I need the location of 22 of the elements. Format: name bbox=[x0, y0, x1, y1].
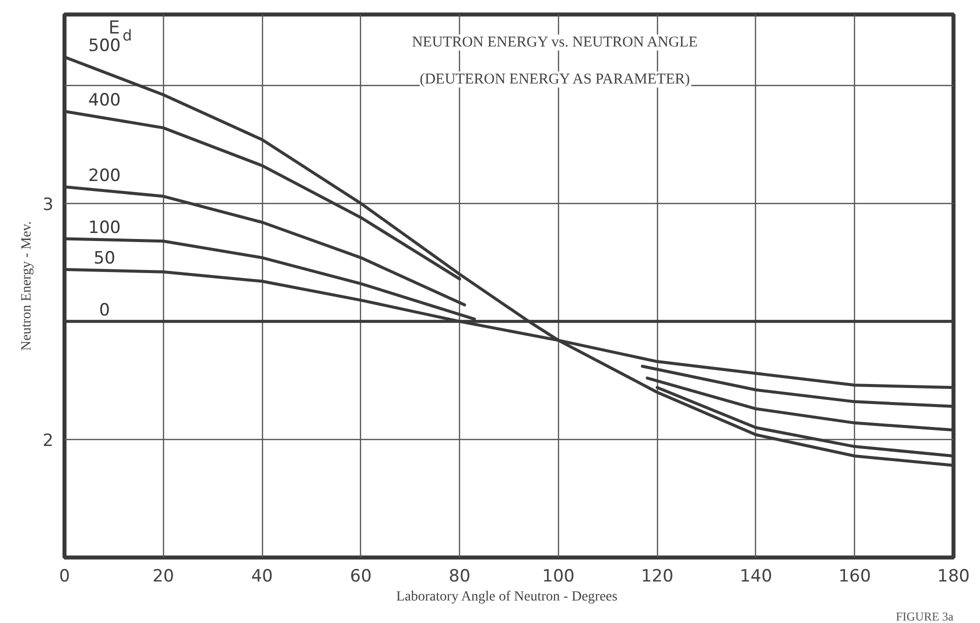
x-tick-label: 180 bbox=[937, 566, 970, 586]
x-axis-title: Laboratory Angle of Neutron - Degrees bbox=[396, 590, 618, 604]
x-tick-label: 100 bbox=[542, 566, 575, 586]
x-tick-label: 60 bbox=[350, 566, 372, 586]
y-axis-title: Neutron Energy - Mev. bbox=[20, 221, 35, 351]
y-tick-label: 2 bbox=[42, 430, 54, 451]
series-label: 0 bbox=[99, 300, 110, 320]
x-tick-label: 0 bbox=[59, 566, 70, 586]
series-label: 400 bbox=[88, 90, 121, 110]
x-tick-label: 80 bbox=[448, 566, 470, 586]
text: (DEUTERON ENERGY AS PARAMETER) bbox=[420, 72, 690, 88]
x-tick-label: 120 bbox=[640, 566, 674, 586]
text: NEUTRON ENERGY vs. NEUTRON ANGLE bbox=[412, 34, 698, 50]
series-label: 100 bbox=[88, 218, 121, 238]
series-label: 50 bbox=[94, 248, 116, 268]
x-tick-label: 20 bbox=[152, 566, 174, 586]
y-tick-label: 3 bbox=[42, 194, 54, 215]
x-tick-label: 40 bbox=[251, 566, 273, 586]
x-tick-label: 140 bbox=[740, 566, 772, 586]
x-tick-label: 160 bbox=[838, 566, 871, 586]
caption: FIGURE 3a bbox=[896, 610, 954, 623]
series-label: 200 bbox=[88, 166, 121, 186]
